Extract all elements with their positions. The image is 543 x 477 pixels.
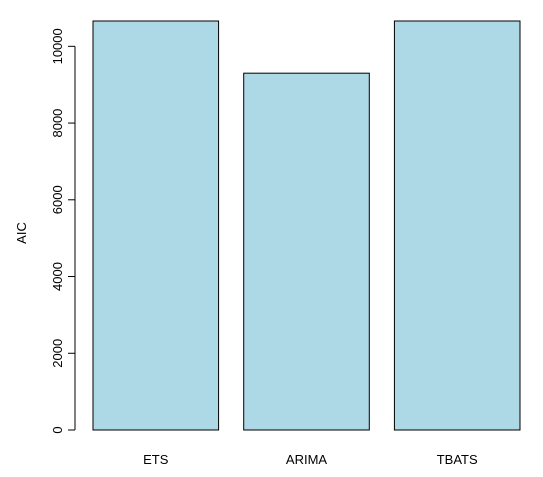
bar-tbats — [393, 20, 521, 431]
bars-group — [92, 20, 521, 431]
x-tick-label-ets: ETS — [143, 452, 169, 467]
x-axis-labels: ETS ARIMA TBATS — [143, 452, 478, 467]
bar-arima — [243, 72, 370, 431]
y-tick-label: 6000 — [50, 185, 65, 214]
bar-ets — [92, 20, 220, 431]
y-tick-label: 8000 — [50, 109, 65, 138]
y-tick-label: 2000 — [50, 339, 65, 368]
y-tick-label: 10000 — [50, 28, 65, 64]
y-tick-label: 4000 — [50, 262, 65, 291]
y-axis-title: AIC — [14, 222, 29, 244]
x-tick-label-tbats: TBATS — [437, 452, 478, 467]
x-tick-label-arima: ARIMA — [286, 452, 328, 467]
y-tick-label: 0 — [50, 426, 65, 433]
y-axis: 0 2000 4000 6000 8000 10000 — [50, 28, 76, 434]
